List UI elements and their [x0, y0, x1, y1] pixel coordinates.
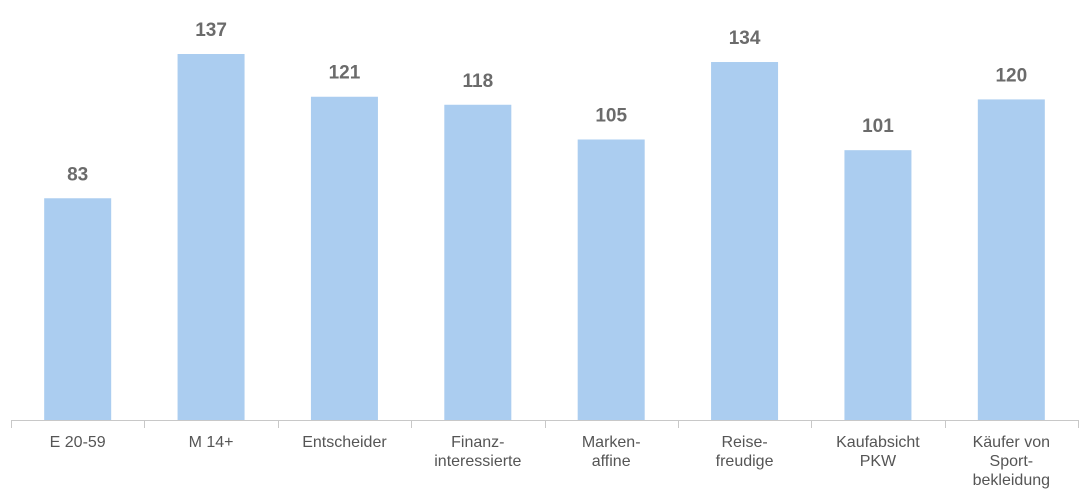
bar [177, 54, 245, 420]
bar-value-label: 120 [995, 65, 1027, 86]
bar-value-label: 134 [729, 28, 761, 49]
bar [977, 99, 1045, 420]
category-label-line: Reise- [721, 434, 767, 451]
category-label-line: Sport- [990, 453, 1034, 470]
category-label-line: freudige [716, 453, 774, 470]
bar [444, 104, 512, 420]
bar [44, 198, 112, 420]
bar-value-label: 101 [862, 116, 894, 137]
category-label-line: Marken- [582, 434, 641, 451]
category-label: Finanz-interessierte [434, 434, 521, 470]
bar [844, 150, 912, 421]
bars-group [44, 54, 1045, 421]
category-label-line: M 14+ [189, 434, 234, 451]
category-label: Marken-affine [582, 434, 641, 470]
category-label-line: Entscheider [302, 434, 387, 451]
category-label-line: Kaufabsicht [836, 434, 920, 451]
category-label: E 20-59 [50, 434, 106, 451]
x-axis-ticks-group [11, 420, 1079, 428]
category-label: Reise-freudige [716, 434, 774, 470]
category-label-line: Finanz- [451, 434, 504, 451]
bar-value-label: 83 [67, 164, 88, 185]
category-label: M 14+ [189, 434, 234, 451]
bar-value-label: 118 [462, 71, 493, 92]
bar-value-label: 137 [195, 20, 227, 41]
bar-value-label: 105 [595, 105, 627, 126]
category-label: Entscheider [302, 434, 387, 451]
category-label: Kaufabsicht PKW [836, 434, 920, 470]
category-label-line: interessierte [434, 453, 521, 470]
category-label-line: bekleidung [973, 472, 1050, 489]
category-labels-group: E 20-59 M 14+ Entscheider Finanz-interessie… [50, 434, 1050, 489]
category-label-line: E 20-59 [50, 434, 106, 451]
category-label-line: Käufer von [973, 434, 1050, 451]
bar [577, 139, 645, 420]
category-label-line: affine [592, 453, 631, 470]
category-label-line: PKW [860, 453, 897, 470]
category-label: Käufer von Sport-bekleidung [973, 434, 1050, 489]
bar [711, 62, 779, 421]
bar-value-label: 121 [329, 63, 361, 84]
bar [310, 96, 378, 421]
value-labels-group: 83 137 121 118 105 134 101 120 [67, 20, 1027, 185]
